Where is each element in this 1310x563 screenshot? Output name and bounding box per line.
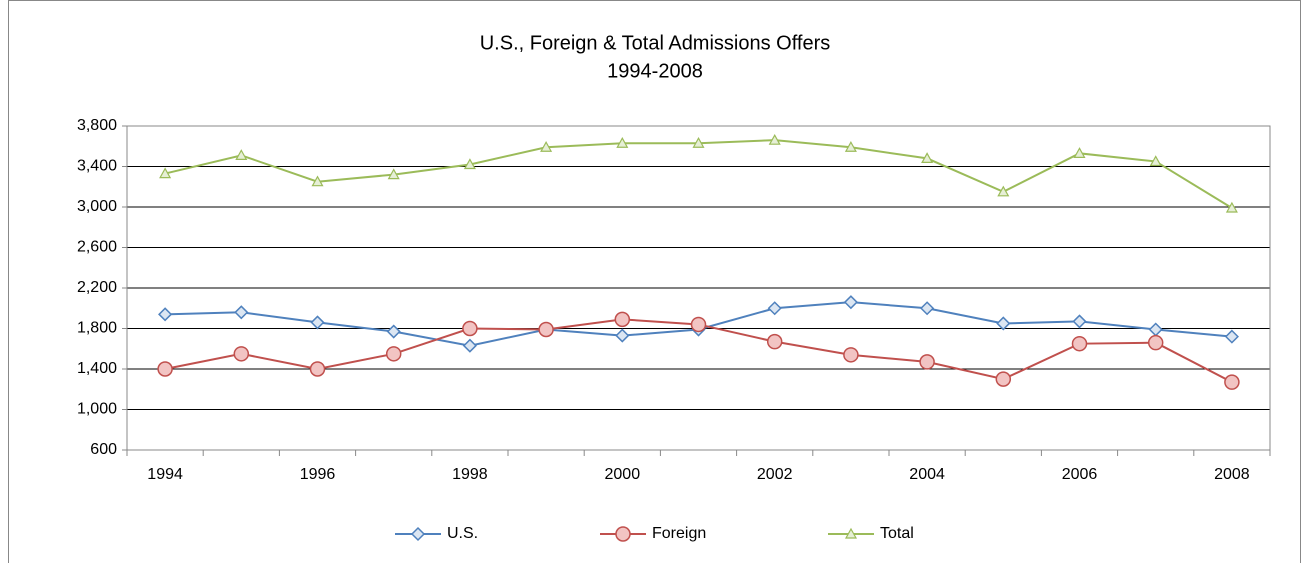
marker [767, 301, 782, 316]
marker [1071, 335, 1088, 352]
marker [159, 167, 172, 179]
marker [844, 141, 857, 152]
y-tick-label: 3,400 [77, 158, 117, 175]
marker [157, 361, 173, 377]
marker [1225, 201, 1238, 213]
y-tick-label: 600 [90, 441, 117, 458]
legend-label: Total [880, 525, 914, 542]
marker [234, 305, 249, 320]
marker [410, 526, 426, 542]
y-tick-label: 1,000 [77, 401, 117, 418]
marker [1149, 155, 1162, 167]
marker [463, 158, 476, 170]
marker [616, 136, 629, 148]
marker [919, 354, 935, 370]
marker [1073, 147, 1086, 158]
x-tick-label: 1998 [452, 466, 488, 483]
marker [1224, 329, 1239, 344]
marker [615, 526, 631, 542]
marker [766, 333, 783, 350]
marker [995, 371, 1012, 387]
marker [614, 311, 631, 328]
y-tick-label: 1,400 [77, 360, 117, 377]
marker [462, 338, 477, 353]
marker [615, 328, 630, 343]
y-tick-label: 2,200 [77, 279, 117, 296]
marker [309, 361, 326, 377]
x-tick-label: 2000 [605, 466, 641, 483]
marker [462, 320, 478, 337]
marker [1072, 314, 1087, 329]
legend-label: Foreign [652, 525, 706, 542]
y-tick-label: 3,800 [77, 117, 117, 134]
marker [1224, 374, 1240, 390]
y-tick-label: 1,800 [77, 320, 117, 337]
marker [387, 168, 400, 180]
chart-title: U.S., Foreign & Total Admissions Offers [480, 32, 831, 54]
marker [996, 316, 1011, 331]
chart-subtitle: 1994-2008 [607, 60, 703, 82]
marker [768, 133, 781, 145]
marker [311, 175, 324, 187]
marker [1147, 334, 1164, 351]
x-tick-label: 1996 [300, 466, 336, 483]
x-tick-label: 2008 [1214, 466, 1250, 483]
marker [158, 307, 173, 322]
x-tick-label: 2006 [1062, 466, 1098, 483]
marker [692, 136, 705, 148]
y-tick-label: 3,000 [77, 198, 117, 215]
x-tick-label: 2002 [757, 466, 793, 483]
marker [997, 185, 1010, 197]
marker [690, 316, 707, 333]
marker [921, 152, 934, 163]
plot-area [126, 125, 1271, 451]
marker [538, 321, 554, 338]
marker [540, 141, 553, 152]
marker [233, 346, 250, 362]
marker [843, 347, 859, 363]
marker [843, 295, 858, 310]
marker [386, 324, 401, 339]
marker [235, 149, 248, 160]
x-tick-label: 2004 [909, 466, 945, 483]
x-tick-label: 1994 [147, 466, 183, 483]
y-tick-label: 2,600 [77, 239, 117, 256]
marker [844, 527, 858, 539]
chart-border [8, 0, 1301, 563]
marker [310, 315, 325, 330]
marker [385, 346, 402, 362]
marker [920, 301, 935, 316]
legend-label: U.S. [447, 525, 478, 542]
